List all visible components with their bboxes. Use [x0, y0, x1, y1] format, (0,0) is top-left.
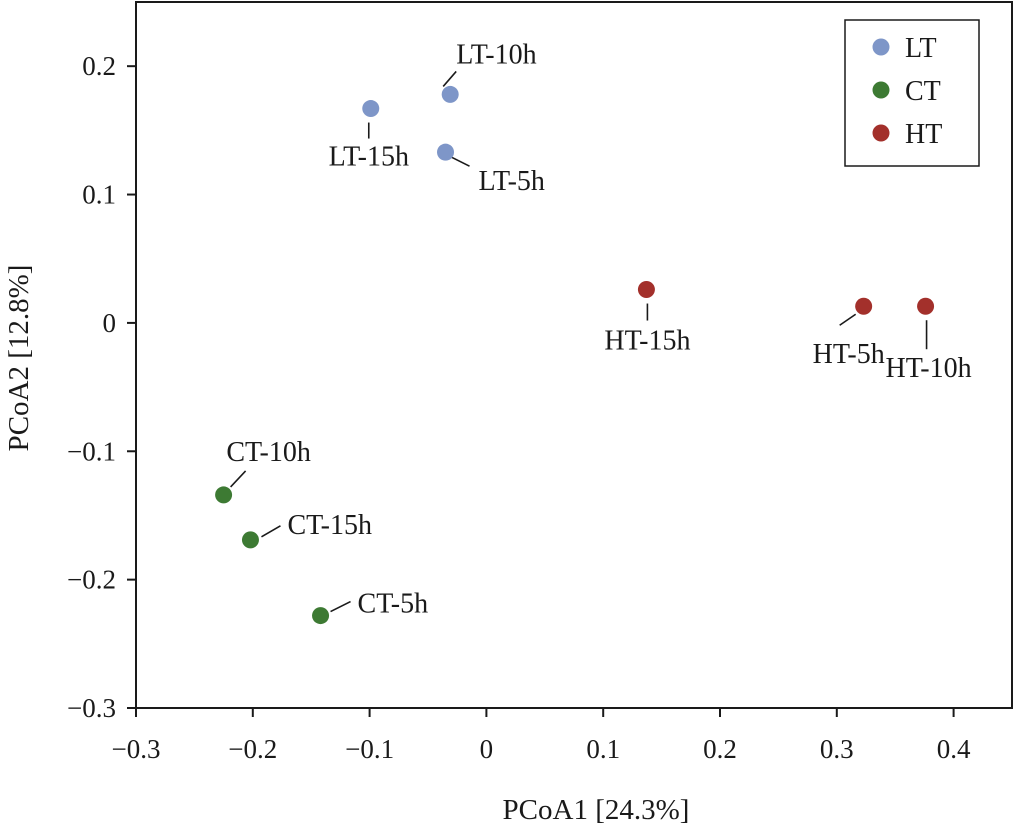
x-tick-label: −0.1 [345, 734, 394, 764]
data-point-lt-10h [441, 85, 459, 103]
data-point-ct-15h [241, 531, 259, 549]
y-tick-label: 0.2 [82, 51, 116, 81]
point-label-lt-5h: LT-5h [479, 166, 545, 197]
point-label-ct-15h: CT-15h [287, 510, 372, 541]
legend-box [844, 19, 980, 167]
leader-line [839, 313, 857, 326]
point-label-ht-10h: HT-10h [886, 353, 972, 384]
x-tick-label: 0 [480, 734, 494, 764]
x-axis-title: PCoA1 [24.3%] [503, 794, 690, 826]
legend: LT CT HT [844, 19, 980, 167]
y-tick-label: −0.2 [67, 565, 116, 595]
legend-label-ht: HT [905, 119, 942, 150]
data-point-lt-5h [437, 143, 455, 161]
data-points [215, 85, 935, 625]
data-point-lt-15h [362, 100, 380, 118]
legend-label-ct: CT [905, 76, 941, 107]
y-tick-label: 0.1 [82, 180, 116, 210]
leader-line [261, 525, 281, 538]
point-label-lt-15h: LT-15h [329, 142, 409, 173]
y-tick-label: −0.3 [67, 693, 116, 723]
data-point-ct-10h [215, 486, 233, 504]
data-point-ht-10h [917, 297, 935, 315]
leader-line [230, 470, 247, 488]
point-labels: LT-10h LT-15h LT-5h CT-10h CT-15h CT-5h HT-15h… [226, 39, 971, 619]
legend-label-lt: LT [905, 33, 937, 64]
point-label-ht-15h: HT-15h [604, 326, 690, 357]
y-axis-title: PCoA2 [12.8%] [3, 265, 35, 452]
legend-marker-lt [872, 38, 890, 56]
x-tick-label: 0.3 [820, 734, 854, 764]
leader-line [451, 156, 470, 167]
y-tick-label: 0 [103, 308, 117, 338]
plot-frame [135, 1, 1013, 709]
y-tick-label: −0.1 [67, 436, 116, 466]
data-point-ht-5h [855, 297, 873, 315]
x-tick-label: 0.4 [937, 734, 971, 764]
leader-line [442, 70, 457, 87]
legend-marker-ct [872, 81, 890, 99]
label-leader-lines [230, 70, 928, 613]
data-point-ht-15h [637, 281, 655, 299]
leader-line [330, 600, 351, 613]
point-label-ht-5h: HT-5h [813, 339, 885, 370]
x-tick-label: 0.2 [703, 734, 737, 764]
x-axis: −0.3 −0.2 −0.1 0 0.1 0.2 0.3 0.4 [112, 708, 971, 764]
point-label-lt-10h: LT-10h [456, 39, 536, 70]
x-tick-label: 0.1 [586, 734, 620, 764]
x-tick-label: −0.2 [228, 734, 277, 764]
point-label-ct-5h: CT-5h [358, 589, 429, 620]
legend-marker-ht [872, 124, 890, 142]
y-axis: −0.3 −0.2 −0.1 0 0.1 0.2 [67, 51, 136, 723]
data-point-ct-5h [312, 607, 330, 625]
point-label-ct-10h: CT-10h [226, 437, 311, 468]
x-tick-label: −0.3 [112, 734, 161, 764]
